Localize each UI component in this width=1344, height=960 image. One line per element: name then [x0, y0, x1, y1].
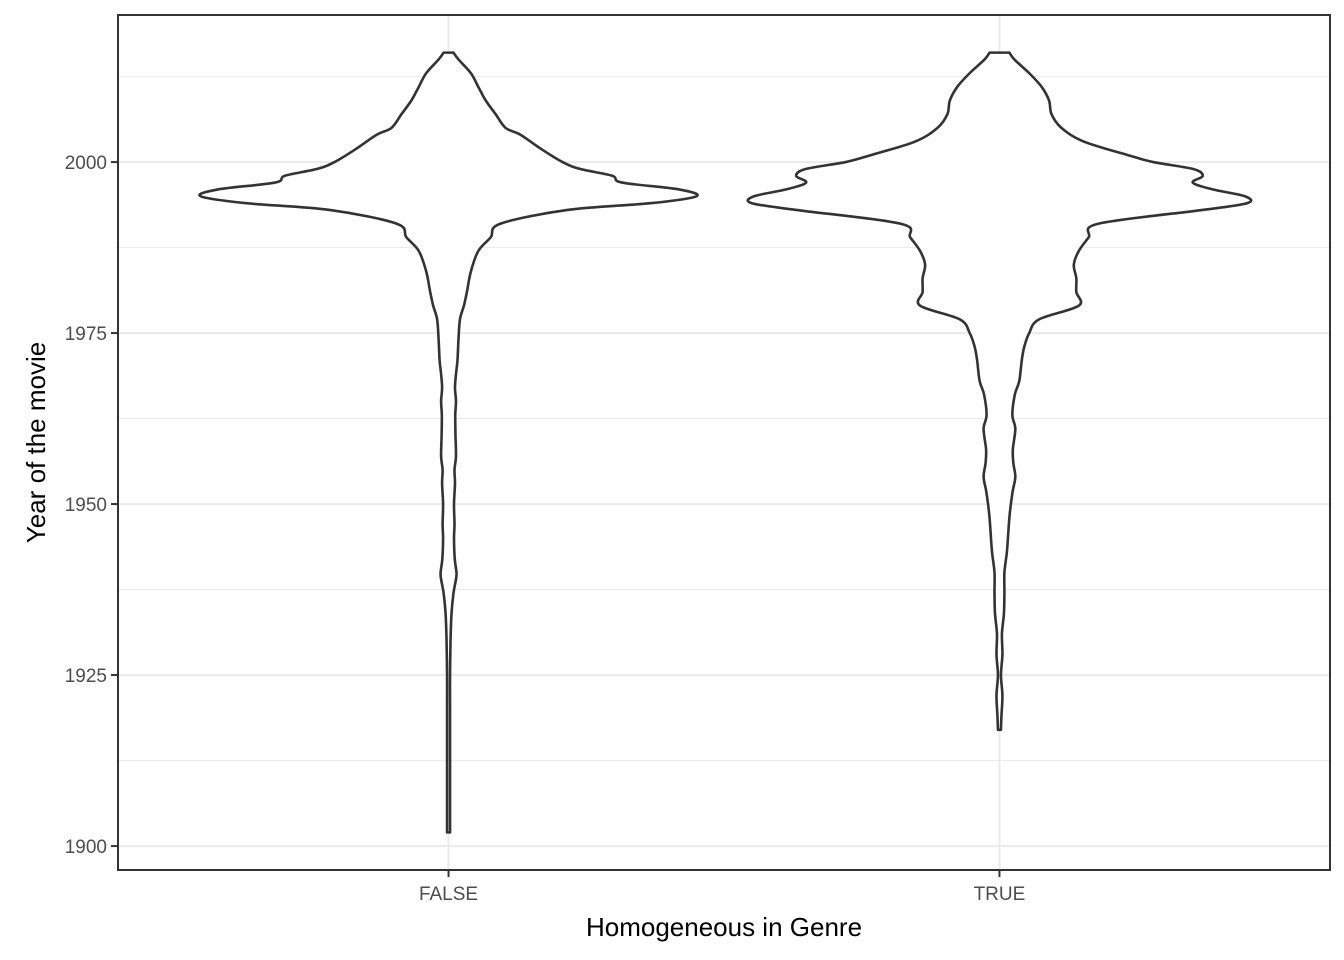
- y-axis: 1900 1925 1950 1975 2000: [65, 153, 118, 858]
- violin-true: [746, 51, 1253, 732]
- violin-false: [198, 51, 699, 834]
- y-axis-title: Year of the movie: [21, 342, 51, 543]
- x-tick-label: FALSE: [419, 884, 478, 905]
- x-tick-label: TRUE: [974, 884, 1026, 905]
- plot-panel: [118, 15, 1330, 870]
- violin-series: [198, 51, 1253, 834]
- panel-border: [117, 14, 1331, 871]
- y-tick-label: 1900: [65, 837, 107, 858]
- y-tick-label: 1950: [65, 495, 107, 516]
- x-axis: FALSE TRUE: [419, 870, 1025, 905]
- y-tick-label: 1975: [65, 324, 107, 345]
- y-tick-label: 2000: [65, 153, 107, 174]
- x-axis-title: Homogeneous in Genre: [586, 912, 862, 942]
- y-tick-label: 1925: [65, 666, 107, 687]
